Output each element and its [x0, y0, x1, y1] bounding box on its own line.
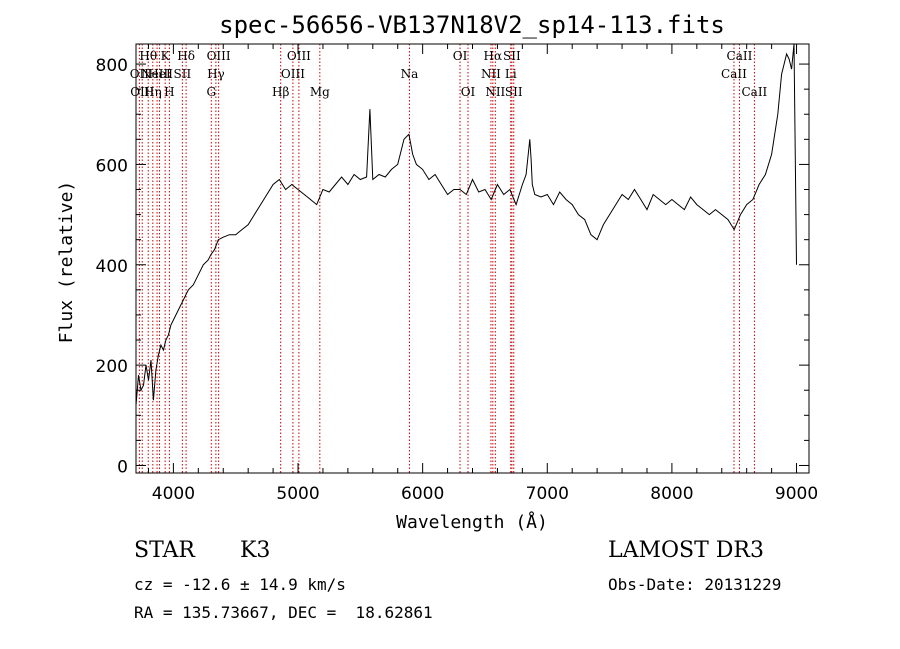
plot-frame [135, 43, 810, 474]
spectral-line-label: SII [505, 85, 523, 99]
spectral-line-label: OI [461, 85, 476, 99]
spectral-line-label: NII [485, 85, 505, 99]
spectral-line-label: CaII [721, 67, 747, 81]
spectral-line-label: OI [453, 49, 468, 63]
x-axis-ticks: 4000 5000 6000 7000 8000 9000 [147, 44, 818, 504]
x-tick-label: 7000 [526, 484, 569, 504]
y-tick-label: 0 [117, 457, 128, 477]
spectral-line-label: OIII [287, 49, 311, 63]
y-tick-label: 200 [96, 357, 128, 377]
spectral-line-label: Hα [484, 49, 503, 63]
spectral-line-label: Li [505, 67, 517, 81]
spectral-line-label: SII [503, 49, 521, 63]
spectral-lines-layer [138, 44, 755, 473]
spectral-line-label: Na [401, 67, 419, 81]
x-tick-label: 9000 [775, 484, 818, 504]
spectral-line-label: OII [130, 67, 150, 81]
obs-date-text: Obs-Date: 20131229 [608, 575, 782, 594]
x-tick-label: 6000 [401, 484, 444, 504]
spectral-line-label: Hγ [207, 67, 225, 81]
x-axis-label: Wavelength (Å) [396, 511, 548, 533]
spectral-line-label: H [164, 85, 174, 99]
spectral-line-label: OIII [281, 67, 305, 81]
coordinates-text: RA = 135.73667, DEC = 18.62861 [134, 603, 433, 622]
y-tick-label: 400 [96, 257, 128, 277]
spectral-line-label: NeIII [141, 67, 173, 81]
spectral-line-label: HeI [148, 67, 171, 81]
y-axis-ticks: 0 200 400 600 800 [96, 56, 809, 477]
x-tick-label: 4000 [152, 484, 195, 504]
spectral-line-label: CaII [727, 49, 753, 63]
y-axis-label: Flux (relative) [56, 181, 77, 344]
redshift-text: cz = -12.6 ± 14.9 km/s [134, 575, 346, 594]
survey-name: LAMOST DR3 [608, 538, 764, 563]
object-class: STAR [134, 538, 195, 563]
chart-title: spec-56656-VB137N18V2_sp14-113.fits [219, 11, 725, 39]
spectral-line-labels: OIIOIIIHθHηNeIIIHeIKHSIIHδGHγOIIIHβOIIIO… [130, 49, 768, 99]
spectral-line-label: Mg [310, 85, 330, 99]
spectral-line-label: CaII [741, 85, 767, 99]
y-tick-label: 800 [96, 56, 128, 76]
spectral-line-label: Hβ [272, 85, 289, 99]
spectral-line-label: OIII [207, 49, 231, 63]
spectrum-series-line [135, 43, 797, 406]
object-subclass: K3 [240, 538, 271, 563]
spectral-line-label: K [161, 49, 171, 63]
spectral-line-label: Hδ [177, 49, 195, 63]
spectral-line-label: Hη [144, 85, 162, 99]
x-tick-label: 8000 [650, 484, 693, 504]
x-tick-label: 5000 [276, 484, 319, 504]
spectral-line-label: Hθ [139, 49, 157, 63]
spectral-line-label: SII [174, 67, 192, 81]
spectral-line-label: NII [481, 67, 501, 81]
spectral-line-label: G [206, 85, 216, 99]
y-tick-label: 600 [96, 156, 128, 176]
